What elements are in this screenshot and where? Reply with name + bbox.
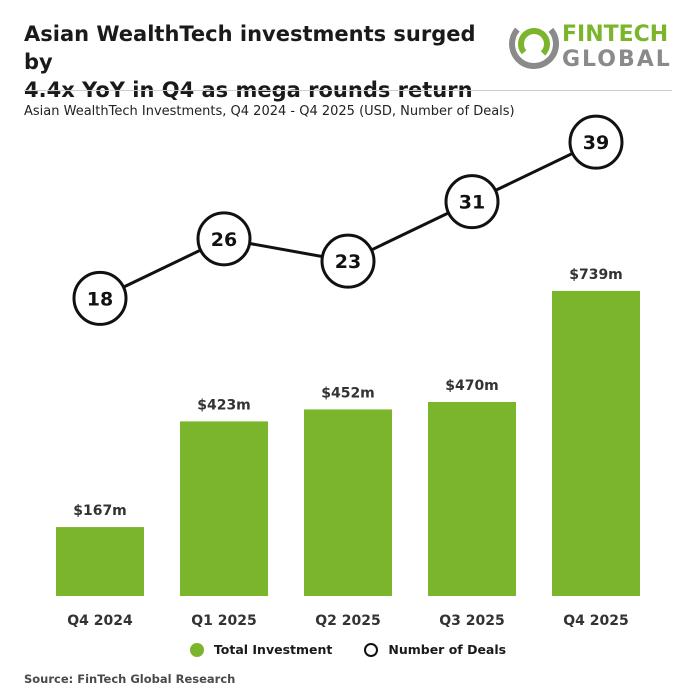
bar-value-label: $452m <box>321 385 375 401</box>
bar-4 <box>428 401 516 596</box>
bar-1 <box>56 527 144 596</box>
ring-icon <box>364 642 379 657</box>
logo-text-global: GLOBAL <box>562 47 672 72</box>
bar-3 <box>304 409 392 596</box>
deal-count-label: 18 <box>87 288 113 310</box>
header-divider <box>24 90 672 91</box>
category-label: Q4 2024 <box>67 613 133 629</box>
logo-text-fintech: FINTECH <box>562 22 668 47</box>
bar-5 <box>552 290 640 596</box>
deal-count-label: 23 <box>335 251 361 273</box>
category-label: Q3 2025 <box>439 613 504 629</box>
deal-marker-3 <box>320 233 376 289</box>
chart-subtitle: Asian WealthTech Investments, Q4 2024 - … <box>24 104 515 119</box>
deal-count-label: 39 <box>583 132 609 154</box>
bar-value-label: $739m <box>569 267 623 283</box>
deal-count-label: 31 <box>459 192 485 214</box>
category-label: Q1 2025 <box>191 613 256 629</box>
filled-circle-icon <box>189 642 204 657</box>
category-label: Q4 2025 <box>563 613 628 629</box>
legend-item-deals: Number of Deals <box>364 642 506 657</box>
deal-count-label: 26 <box>211 229 237 251</box>
bar-value-label: $167m <box>73 503 127 519</box>
deal-marker-2 <box>196 211 252 267</box>
legend-label-investment: Total Investment <box>213 642 333 657</box>
deal-marker-1 <box>72 270 128 326</box>
deal-marker-5 <box>568 114 624 170</box>
source-note: Source: FinTech Global Research <box>24 672 236 686</box>
legend-label-deals: Number of Deals <box>388 642 507 657</box>
legend: Total Investment Number of Deals <box>0 642 696 657</box>
title-line-1: Asian WealthTech investments surged by <box>24 22 476 74</box>
legend-item-investment: Total Investment <box>189 642 333 657</box>
deal-marker-4 <box>444 174 500 230</box>
bar-value-label: $423m <box>197 397 251 413</box>
fintech-global-logo: FINTECH GLOBAL <box>509 19 672 72</box>
bar-value-label: $470m <box>445 378 499 394</box>
category-label: Q2 2025 <box>315 613 380 629</box>
bar-2 <box>180 421 268 596</box>
